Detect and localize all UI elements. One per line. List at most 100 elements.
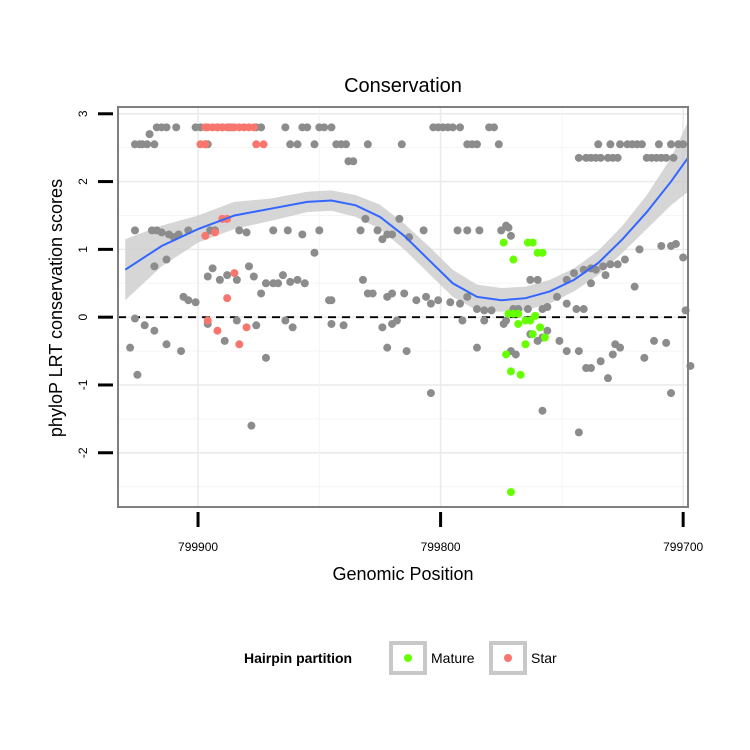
point-star	[201, 231, 210, 240]
y-tick-label: -2	[76, 447, 90, 458]
point-other	[310, 140, 319, 149]
point-mature	[538, 248, 547, 257]
y-tick-label: 2	[76, 178, 90, 185]
x-axis: 799900 799800 799700	[178, 512, 703, 554]
point-other	[368, 289, 377, 298]
point-other	[601, 271, 610, 280]
point-other	[130, 226, 139, 235]
legend-entry-star: Star	[489, 641, 557, 675]
point-other	[489, 123, 498, 132]
point-other	[679, 140, 688, 149]
grid-lines	[118, 107, 688, 507]
point-other	[220, 336, 229, 345]
point-other	[472, 140, 481, 149]
point-other	[511, 350, 520, 359]
point-other	[458, 316, 467, 325]
point-other	[150, 140, 159, 149]
point-other	[637, 140, 646, 149]
point-other	[281, 123, 290, 132]
point-other	[235, 226, 244, 235]
point-other	[184, 296, 193, 305]
point-other	[349, 157, 358, 166]
y-tick-label: 1	[76, 246, 90, 253]
point-other	[133, 370, 142, 379]
point-other	[252, 321, 261, 330]
point-mature	[531, 311, 540, 320]
point-other	[208, 264, 217, 273]
point-other	[419, 226, 428, 235]
point-other	[616, 140, 625, 149]
point-mature	[516, 370, 525, 379]
point-other	[358, 275, 367, 284]
point-mature	[499, 238, 508, 247]
point-other	[140, 321, 149, 330]
point-other	[487, 306, 496, 315]
point-mature	[506, 367, 515, 376]
point-other	[463, 292, 472, 301]
point-other	[426, 389, 435, 398]
point-other	[242, 228, 251, 237]
point-other	[274, 279, 283, 288]
point-other	[543, 303, 552, 311]
point-other	[579, 305, 588, 314]
point-other	[456, 299, 464, 308]
y-axis-label: phyloP LRT conservation scores	[46, 179, 66, 437]
point-other	[400, 289, 409, 298]
point-other	[591, 265, 600, 274]
point-other	[130, 314, 139, 323]
point-other	[506, 231, 515, 240]
legend-title: Hairpin partition	[244, 650, 352, 666]
smooth-line-layer	[124, 157, 689, 302]
point-other	[596, 153, 605, 162]
point-other	[657, 241, 666, 250]
point-other	[606, 260, 615, 269]
point-other	[586, 364, 595, 373]
point-mature	[502, 350, 511, 359]
point-other	[177, 347, 186, 356]
x-tick-label: 799800	[421, 540, 461, 554]
point-other	[480, 306, 489, 315]
point-other	[572, 305, 581, 314]
point-other	[310, 248, 319, 257]
y-tick-label: 3	[76, 110, 90, 117]
point-other	[232, 316, 241, 325]
point-other	[586, 279, 595, 288]
point-star	[249, 123, 258, 132]
point-other	[162, 340, 171, 349]
point-mature	[509, 255, 518, 264]
point-other	[300, 279, 309, 288]
point-other	[342, 140, 350, 149]
point-other	[654, 140, 663, 149]
point-other	[361, 214, 370, 223]
point-other	[145, 130, 154, 139]
point-other	[538, 406, 547, 415]
point-other	[150, 262, 159, 271]
x-tick-label: 799700	[663, 540, 703, 554]
point-other	[543, 326, 552, 335]
point-other	[494, 140, 503, 149]
point-other	[143, 140, 152, 149]
point-other	[667, 389, 676, 398]
point-other	[426, 299, 435, 308]
point-other	[286, 277, 295, 286]
point-other	[363, 140, 372, 149]
point-other	[596, 357, 605, 366]
legend-label-mature: Mature	[431, 650, 475, 666]
point-other	[388, 230, 397, 239]
point-other	[269, 226, 278, 235]
point-star	[235, 340, 244, 349]
point-other	[608, 350, 617, 359]
point-other	[249, 272, 258, 281]
y-tick-label: -1	[76, 379, 90, 390]
point-star	[223, 294, 232, 303]
point-other	[463, 226, 472, 235]
legend: Hairpin partition Mature Star	[244, 641, 557, 675]
point-other	[472, 343, 481, 352]
point-other	[570, 269, 578, 278]
points-layer	[126, 123, 695, 497]
point-other	[261, 279, 270, 288]
point-other	[603, 374, 612, 383]
chart-title: Conservation	[344, 75, 462, 97]
point-other	[339, 321, 348, 330]
point-other	[594, 140, 603, 149]
